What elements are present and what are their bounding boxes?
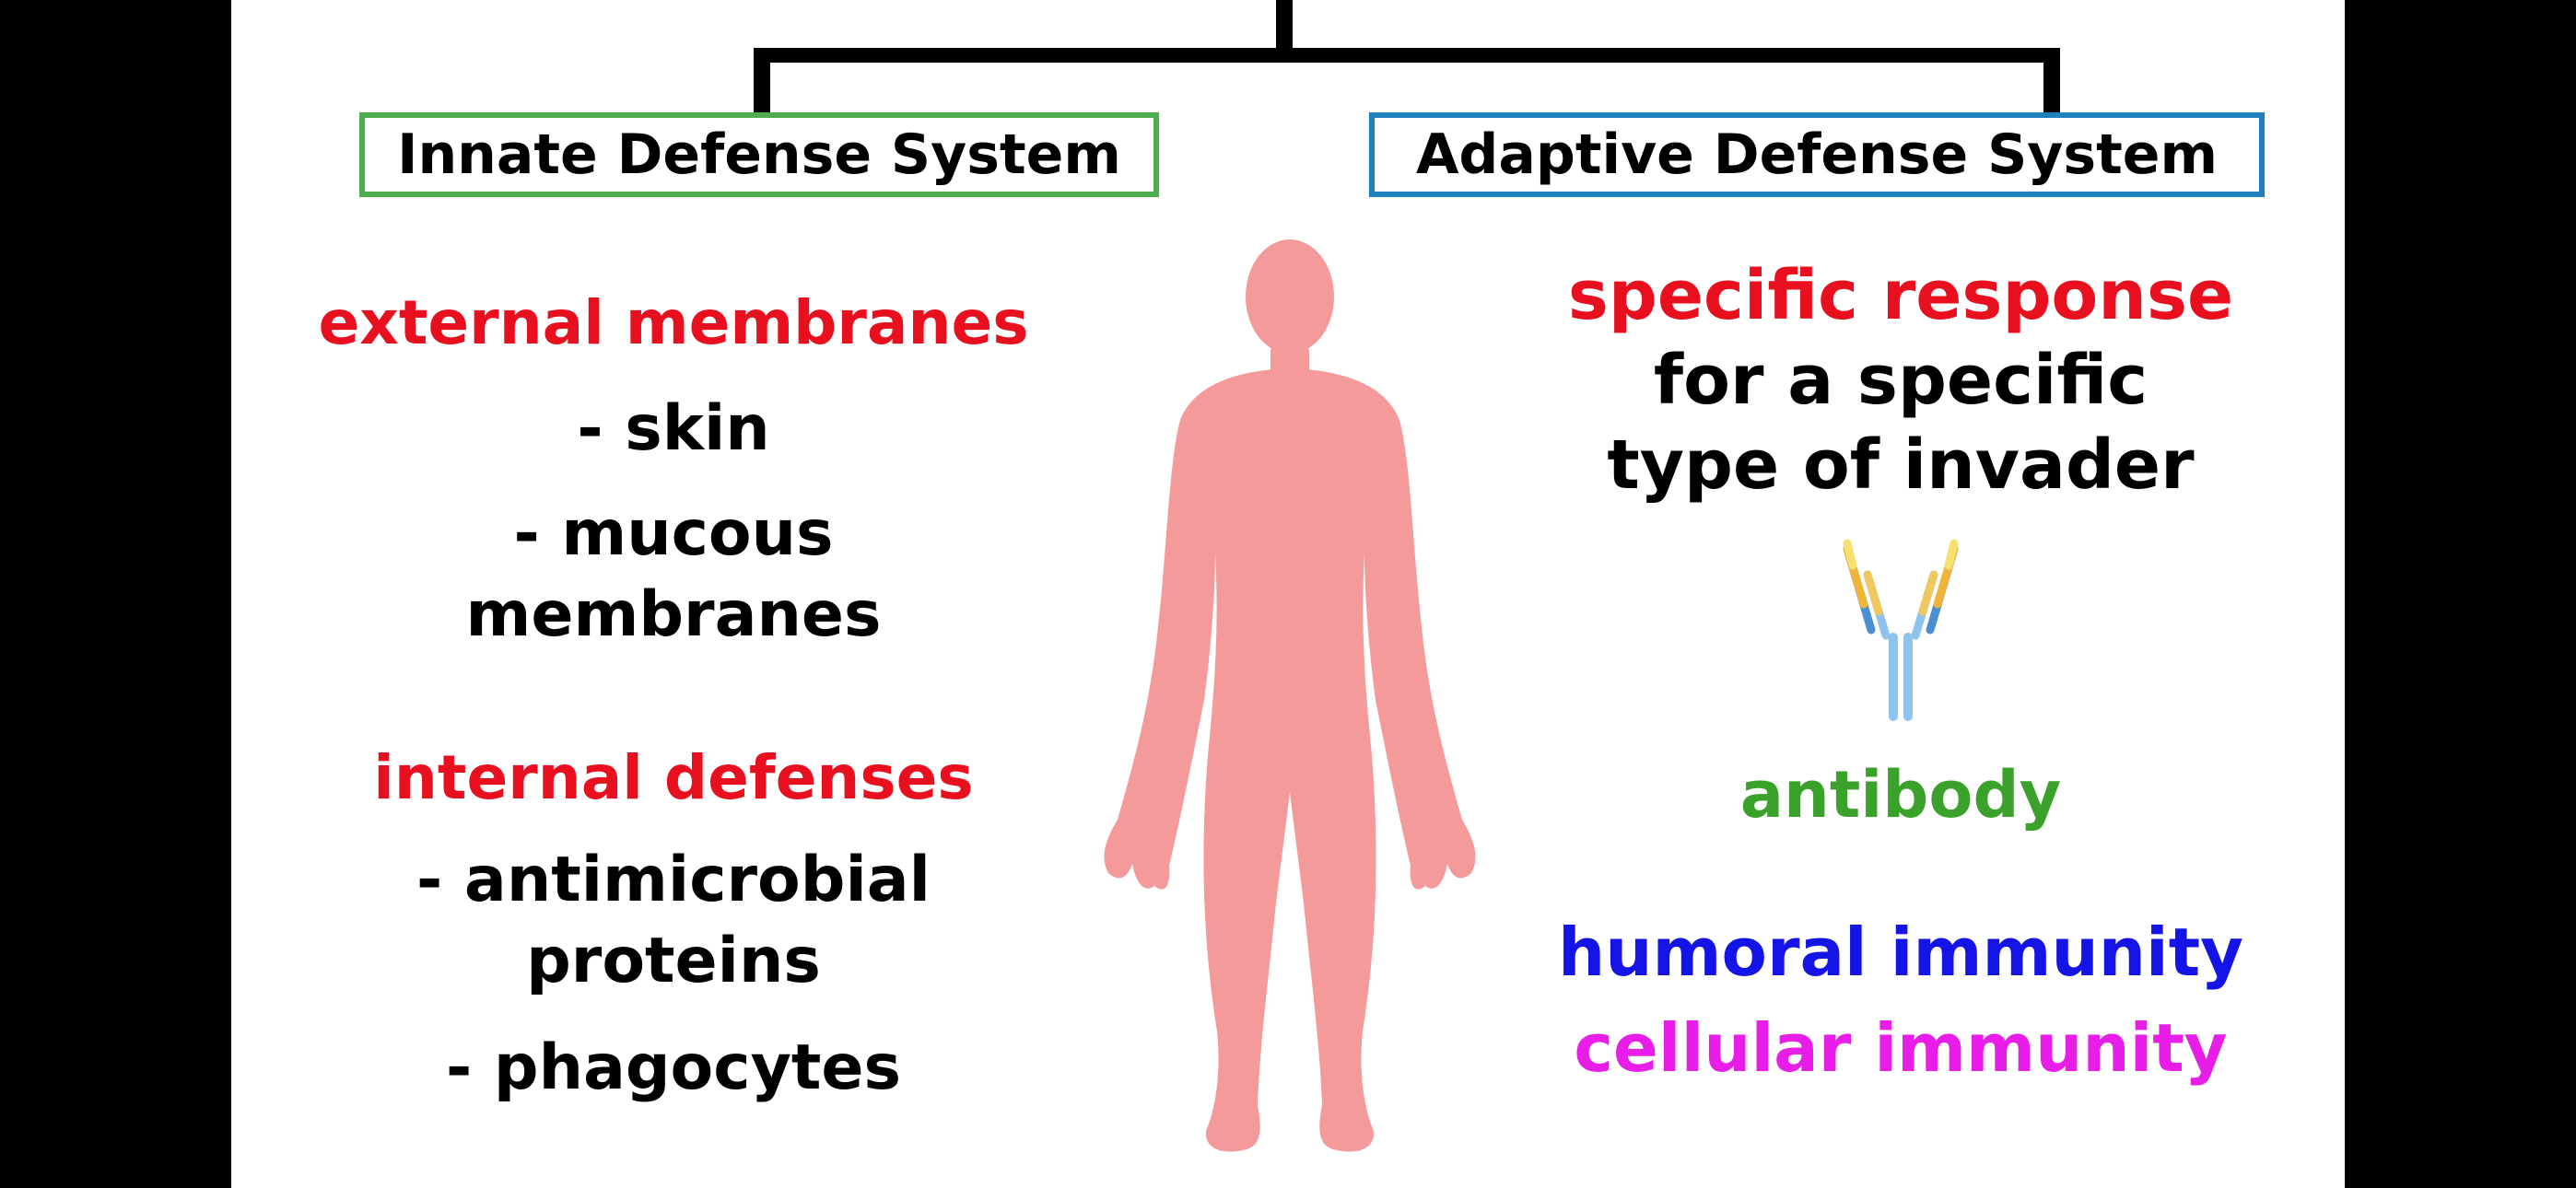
antimicrobial-item-line1: - antimicrobial	[416, 844, 931, 916]
innate-title: Innate Defense System	[397, 122, 1121, 187]
adaptive-defense-system-box: Adaptive Defense System	[1369, 112, 2265, 197]
external-membranes-heading: external membranes	[318, 287, 1029, 358]
human-body-silhouette-icon	[1104, 239, 1476, 1152]
mucous-item-line1: - mucous	[513, 497, 834, 570]
connector-stem	[1276, 0, 1293, 53]
specific-response-line2: for a specific	[1653, 341, 2149, 420]
mucous-item-line2: membranes	[465, 578, 882, 651]
humoral-immunity-label: humoral immunity	[1557, 914, 2244, 991]
internal-defenses-heading: internal defenses	[373, 742, 974, 813]
connector-horizontal	[754, 48, 2059, 63]
specific-response-heading: specific response	[1567, 256, 2234, 335]
adaptive-title: Adaptive Defense System	[1416, 122, 2218, 187]
antibody-label: antibody	[1739, 757, 2062, 833]
skin-item: - skin	[577, 392, 770, 465]
slide: Innate Defense System Adaptive Defense S…	[231, 0, 2345, 1188]
connector-left-drop	[754, 48, 770, 118]
specific-response-line3: type of invader	[1607, 425, 2195, 505]
connector-right-drop	[2043, 48, 2060, 118]
antibody-y-icon	[1843, 539, 1959, 721]
phagocytes-item: - phagocytes	[446, 1031, 901, 1104]
antimicrobial-item-line2: proteins	[526, 925, 821, 997]
cellular-immunity-label: cellular immunity	[1574, 1009, 2228, 1087]
innate-defense-system-box: Innate Defense System	[359, 112, 1159, 197]
